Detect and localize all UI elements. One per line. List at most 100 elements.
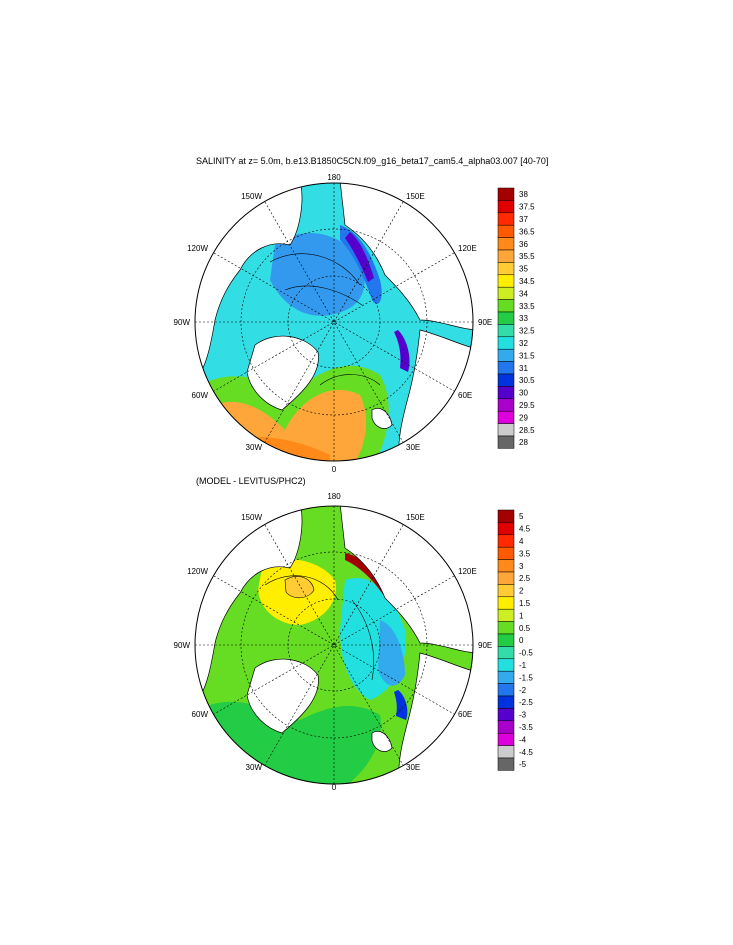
colorbar-label: 35 — [519, 265, 528, 274]
colorbar-label: 2.5 — [519, 574, 531, 583]
colorbar-label: 37.5 — [519, 203, 535, 212]
colorbar-label: -2.5 — [519, 698, 533, 707]
colorbar-swatch — [497, 584, 515, 598]
colorbar-label: 0 — [519, 636, 524, 645]
colorbar-swatch — [497, 608, 515, 622]
colorbar-swatch — [497, 522, 515, 536]
lon-label: 90W — [174, 318, 191, 327]
svalbard-land — [371, 408, 393, 429]
colorbar-swatch — [497, 708, 515, 722]
salinity-title: SALINITY at z= 5.0m, b.e13.B1850C5CN.f09… — [196, 156, 548, 166]
colorbar-swatch — [497, 683, 515, 697]
colorbar-label: -5 — [519, 760, 527, 769]
lon-label: 30W — [246, 763, 263, 772]
colorbar-swatch — [497, 299, 515, 313]
colorbar-swatch — [497, 249, 515, 263]
colorbar-label: -4.5 — [519, 748, 533, 757]
lon-label: 60E — [458, 391, 472, 400]
colorbar-label: 33.5 — [519, 302, 535, 311]
colorbar-label: 35.5 — [519, 252, 535, 261]
colorbar-swatch — [497, 720, 515, 734]
lon-label: 60W — [192, 710, 209, 719]
colorbar-swatch — [497, 633, 515, 647]
colorbar-swatch — [497, 398, 515, 412]
colorbar-label: 3.5 — [519, 549, 531, 558]
lon-label: 180 — [327, 492, 341, 501]
longitude-labels: 180 0 90W 90E 150W 120W 150E 120E 60W 30… — [174, 492, 493, 792]
colorbar-label: 34.5 — [519, 277, 535, 286]
colorbar-label: 36 — [519, 240, 528, 249]
colorbar-label: 0.5 — [519, 624, 531, 633]
greenland-land — [246, 658, 319, 734]
colorbar-swatch — [497, 410, 515, 424]
kara-negative-region — [378, 620, 405, 686]
salinity-colorbar: 38 37.5 37 36.5 36 35.5 35 34.5 34 33.5 33 32.5 32 31… — [497, 187, 535, 449]
lon-label: 0 — [332, 465, 337, 474]
lon-label: 150W — [241, 513, 262, 522]
colorbar-swatch — [497, 386, 515, 400]
difference-map — [195, 506, 473, 784]
colorbar-swatch — [497, 200, 515, 214]
colorbar-label: 2 — [519, 587, 524, 596]
contour-line — [264, 575, 339, 601]
lon-label: 30W — [246, 443, 263, 452]
colorbar-swatch — [497, 286, 515, 300]
colorbar-label: 5 — [519, 512, 524, 521]
beaufort-fresh-region — [270, 233, 365, 316]
difference-panel: (MODEL - LEVITUS/PHC2) — [174, 476, 534, 792]
colorbar-label: 4.5 — [519, 525, 531, 534]
colorbar-label: -1 — [519, 661, 527, 670]
lon-label: 90E — [478, 641, 492, 650]
colorbar-swatch — [497, 212, 515, 226]
colorbar-swatch — [497, 596, 515, 610]
map-boundary — [194, 182, 474, 462]
colorbar-label: -1.5 — [519, 673, 533, 682]
colorbar-swatch — [497, 559, 515, 573]
colorbar-label: 36.5 — [519, 227, 535, 236]
lon-label: 180 — [327, 173, 341, 182]
lon-label: 90E — [478, 318, 492, 327]
colorbar-swatch — [497, 534, 515, 548]
colorbar-label: 32.5 — [519, 327, 535, 336]
colorbar-label: 30.5 — [519, 376, 535, 385]
colorbar-swatch — [497, 324, 515, 338]
colorbar-label: -0.5 — [519, 649, 533, 658]
contour-line — [284, 285, 363, 306]
colorbar-swatch — [497, 348, 515, 362]
colorbar-swatch — [497, 237, 515, 251]
svalbard-land — [371, 731, 393, 752]
colorbar-label: 37 — [519, 215, 528, 224]
colorbar-label: 32 — [519, 339, 528, 348]
lon-label: 90W — [174, 641, 191, 650]
map-boundary — [194, 505, 474, 785]
colorbar-swatch — [497, 546, 515, 560]
colorbar-swatch — [497, 311, 515, 325]
salinity-map — [195, 183, 473, 461]
lon-label: 0 — [332, 783, 337, 792]
colorbar-label: -3 — [519, 711, 527, 720]
colorbar-swatch — [497, 646, 515, 660]
lon-label: 30E — [406, 443, 420, 452]
lon-label: 150E — [406, 192, 425, 201]
colorbar-swatch — [497, 373, 515, 387]
map-graticule — [195, 183, 473, 461]
colorbar-swatch — [497, 509, 515, 523]
map-graticule — [195, 506, 473, 784]
colorbar-swatch — [497, 336, 515, 350]
colorbar-swatch — [497, 187, 515, 201]
beaufort-max-region — [284, 576, 315, 599]
colorbar-label: 38 — [519, 190, 528, 199]
salinity-panel: SALINITY at z= 5.0m, b.e13.B1850C5CN.f09… — [174, 156, 549, 474]
difference-title: (MODEL - LEVITUS/PHC2) — [196, 476, 306, 486]
colorbar-swatch — [497, 695, 515, 709]
lon-label: 60E — [458, 710, 472, 719]
colorbar-label: 1.5 — [519, 599, 531, 608]
lon-label: 120W — [187, 567, 208, 576]
lon-label: 150W — [241, 192, 262, 201]
colorbar-swatch — [497, 757, 515, 771]
colorbar-swatch — [497, 224, 515, 238]
longitude-labels: 180 0 90W 90E 150W 120W 150E 120E 60W 30… — [174, 173, 493, 474]
colorbar-swatch — [497, 571, 515, 585]
colorbar-label: 3 — [519, 562, 524, 571]
